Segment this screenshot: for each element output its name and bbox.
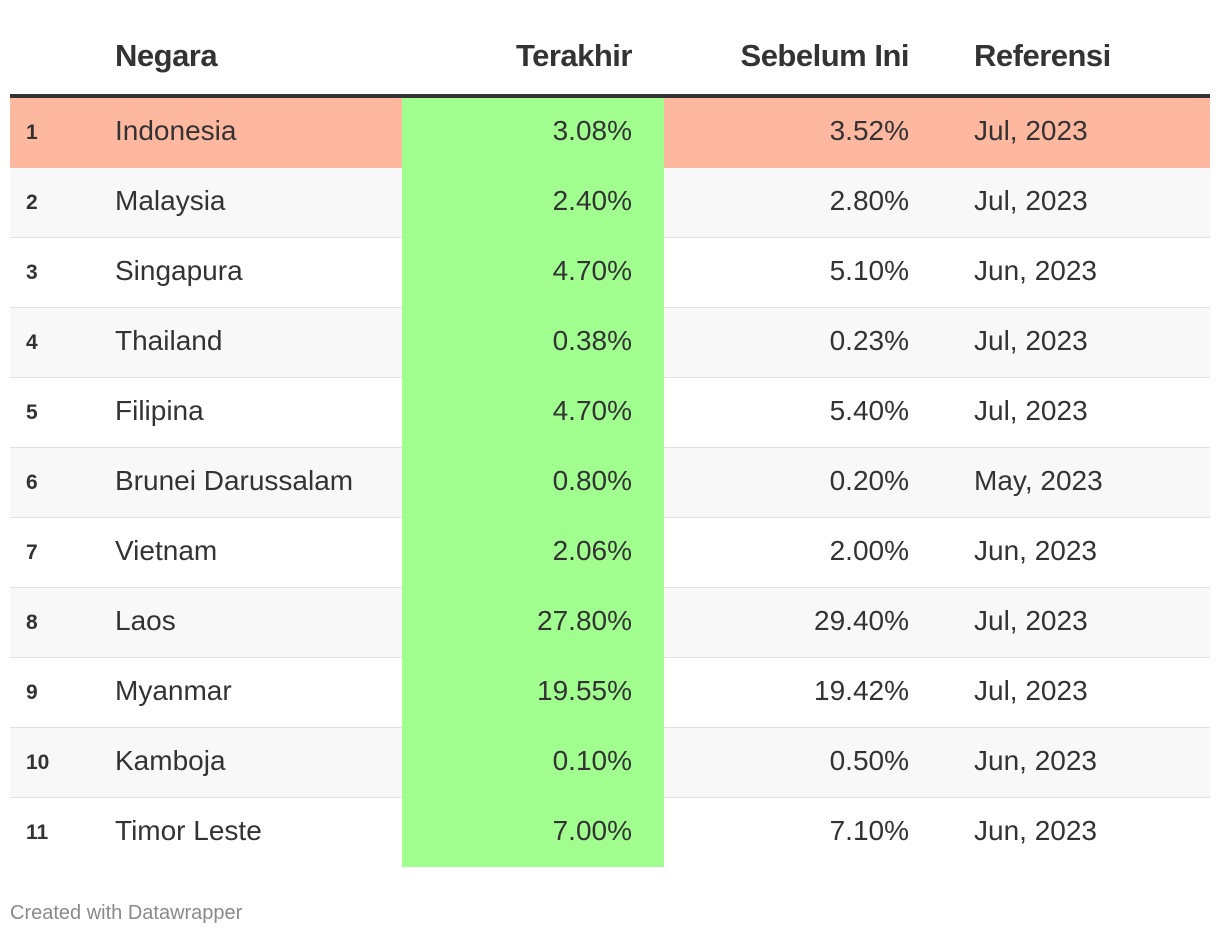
row-country: Myanmar <box>115 675 232 706</box>
row-reference-date: Jun, 2023 <box>974 745 1097 776</box>
row-previous-value: 5.40% <box>829 395 909 426</box>
latest-column-highlight <box>402 168 664 238</box>
row-rank: 8 <box>26 611 38 634</box>
row-rank: 10 <box>26 751 50 774</box>
data-table: Negara Terakhir Sebelum Ini Referensi 1 I… <box>10 0 1210 867</box>
table-row: 2 Malaysia 2.40% 2.80% Jul, 2023 <box>10 168 1210 238</box>
row-previous-value: 0.50% <box>829 745 909 776</box>
row-previous-value: 0.23% <box>829 325 909 356</box>
latest-column-highlight <box>402 798 664 867</box>
table-row: 4 Thailand 0.38% 0.23% Jul, 2023 <box>10 308 1210 378</box>
row-country: Filipina <box>115 395 204 426</box>
row-country: Kamboja <box>115 745 226 776</box>
header-negara[interactable]: Negara <box>115 38 218 73</box>
row-latest-value: 3.08% <box>552 115 632 146</box>
row-latest-value: 0.10% <box>552 745 632 776</box>
row-previous-value: 29.40% <box>814 605 909 636</box>
row-previous-value: 0.20% <box>829 465 909 496</box>
table-row: 11 Timor Leste 7.00% 7.10% Jun, 2023 <box>10 798 1210 867</box>
table-row: 9 Myanmar 19.55% 19.42% Jul, 2023 <box>10 658 1210 728</box>
row-rank: 11 <box>26 821 49 844</box>
row-latest-value: 2.06% <box>552 535 632 566</box>
header-referensi[interactable]: Referensi <box>974 38 1111 73</box>
row-rank: 4 <box>26 331 38 354</box>
row-country: Brunei Darussalam <box>115 465 354 496</box>
row-latest-value: 19.55% <box>537 675 632 706</box>
row-previous-value: 2.00% <box>829 535 909 566</box>
row-reference-date: Jul, 2023 <box>974 395 1088 426</box>
row-rank: 6 <box>26 471 38 494</box>
row-previous-value: 19.42% <box>814 675 909 706</box>
row-rank: 2 <box>26 191 38 214</box>
table-body: 1 Indonesia 3.08% 3.52% Jul, 2023 2 Malaysia 2.… <box>10 98 1210 867</box>
latest-column-highlight <box>402 448 664 518</box>
latest-column-highlight <box>402 378 664 448</box>
latest-column-highlight <box>402 658 664 728</box>
row-country: Indonesia <box>115 115 237 146</box>
row-rank: 1 <box>26 121 38 144</box>
table-row: 8 Laos 27.80% 29.40% Jul, 2023 <box>10 588 1210 658</box>
row-previous-value: 5.10% <box>829 255 909 286</box>
row-reference-date: Jun, 2023 <box>974 815 1097 846</box>
latest-column-highlight <box>402 588 664 658</box>
row-country: Malaysia <box>115 185 226 216</box>
latest-column-highlight <box>402 518 664 588</box>
row-reference-date: Jul, 2023 <box>974 185 1088 216</box>
row-rank: 7 <box>26 541 38 564</box>
table-row: 1 Indonesia 3.08% 3.52% Jul, 2023 <box>10 98 1210 168</box>
latest-column-highlight <box>402 728 664 798</box>
row-reference-date: Jun, 2023 <box>974 535 1097 566</box>
row-rank: 9 <box>26 681 38 704</box>
table-row: 5 Filipina 4.70% 5.40% Jul, 2023 <box>10 378 1210 448</box>
row-latest-value: 27.80% <box>537 605 632 636</box>
latest-column-highlight <box>402 308 664 378</box>
row-latest-value: 0.38% <box>552 325 632 356</box>
table-row: 10 Kamboja 0.10% 0.50% Jun, 2023 <box>10 728 1210 798</box>
row-country: Thailand <box>115 325 223 356</box>
latest-column-highlight <box>402 98 664 168</box>
header-terakhir[interactable]: Terakhir <box>515 38 633 73</box>
row-reference-date: May, 2023 <box>974 465 1103 496</box>
row-reference-date: Jul, 2023 <box>974 605 1088 636</box>
table-header: Negara Terakhir Sebelum Ini Referensi <box>10 0 1210 98</box>
row-latest-value: 7.00% <box>552 815 632 846</box>
row-latest-value: 0.80% <box>552 465 632 496</box>
row-country: Laos <box>115 605 176 636</box>
row-reference-date: Jul, 2023 <box>974 325 1088 356</box>
table-row: 6 Brunei Darussalam 0.80% 0.20% May, 2023 <box>10 448 1210 518</box>
row-reference-date: Jul, 2023 <box>974 115 1088 146</box>
row-rank: 5 <box>26 401 38 424</box>
row-country: Vietnam <box>115 535 218 566</box>
row-previous-value: 3.52% <box>829 115 909 146</box>
row-previous-value: 2.80% <box>829 185 909 216</box>
row-latest-value: 2.40% <box>552 185 632 216</box>
datawrapper-credit[interactable]: Created with Datawrapper <box>10 902 243 924</box>
latest-column-highlight <box>402 238 664 308</box>
row-latest-value: 4.70% <box>552 255 632 286</box>
table-row: 3 Singapura 4.70% 5.10% Jun, 2023 <box>10 238 1210 308</box>
row-rank: 3 <box>26 261 38 284</box>
row-reference-date: Jun, 2023 <box>974 255 1097 286</box>
row-country: Timor Leste <box>115 815 262 846</box>
header-sebelum-ini[interactable]: Sebelum Ini <box>740 38 910 73</box>
row-latest-value: 4.70% <box>552 395 632 426</box>
table-row: 7 Vietnam 2.06% 2.00% Jun, 2023 <box>10 518 1210 588</box>
row-country: Singapura <box>115 255 243 286</box>
row-previous-value: 7.10% <box>829 815 909 846</box>
row-reference-date: Jul, 2023 <box>974 675 1088 706</box>
